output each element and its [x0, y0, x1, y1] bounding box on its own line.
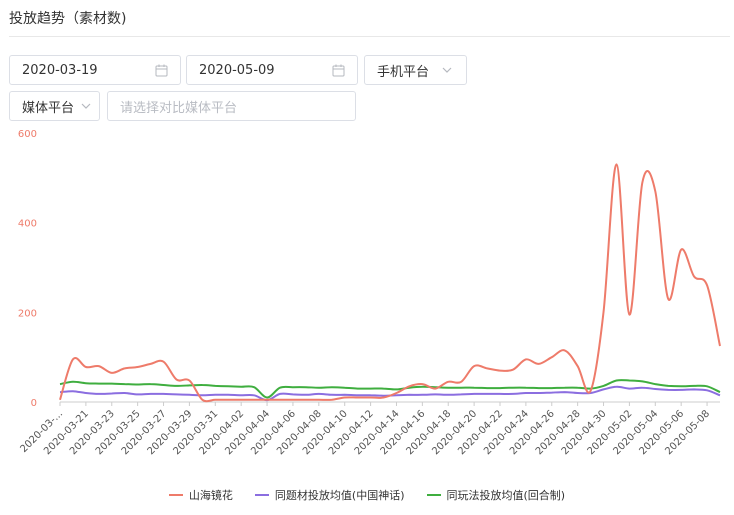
y-tick-label: 0 [31, 398, 37, 409]
legend-label: 山海镜花 [188, 489, 233, 502]
legend-item-series-0[interactable]: 山海镜花 [168, 486, 233, 504]
chevron-down-icon[interactable] [440, 63, 454, 77]
compare-media-select[interactable]: 请选择对比媒体平台 [107, 91, 356, 121]
legend-swatch [426, 494, 441, 496]
series-line-2 [59, 379, 721, 399]
legend-swatch [168, 494, 183, 496]
end-date-picker[interactable]: 2020-05-09 [186, 55, 358, 85]
y-tick-label: 200 [18, 308, 37, 319]
y-tick-label: 600 [18, 129, 37, 140]
legend-item-series-2[interactable]: 同玩法投放均值(回合制) [426, 486, 566, 504]
calendar-icon[interactable] [331, 63, 345, 77]
y-tick-label: 400 [18, 219, 37, 230]
legend-item-series-1[interactable]: 同题材投放均值(中国神话) [254, 486, 405, 504]
media-platform-value: 媒体平台 [22, 100, 75, 116]
compare-media-placeholder: 请选择对比媒体平台 [120, 100, 238, 116]
page-title: 投放趋势（素材数) [9, 11, 127, 27]
chevron-down-icon[interactable] [79, 99, 93, 113]
legend-label: 同题材投放均值(中国神话) [274, 489, 405, 502]
end-date-value: 2020-05-09 [199, 62, 275, 78]
platform-value: 手机平台 [377, 64, 430, 80]
chart-legend: 山海镜花 同题材投放均值(中国神话) 同玩法投放均值(回合制) [0, 486, 734, 504]
calendar-icon[interactable] [154, 63, 168, 77]
series-line-0 [59, 163, 721, 403]
start-date-picker[interactable]: 2020-03-19 [9, 55, 181, 85]
start-date-value: 2020-03-19 [22, 62, 98, 78]
platform-select[interactable]: 手机平台 [364, 55, 467, 85]
legend-swatch [254, 494, 269, 496]
legend-label: 同玩法投放均值(回合制) [446, 489, 566, 502]
media-platform-select[interactable]: 媒体平台 [9, 91, 100, 121]
header-divider [9, 36, 730, 37]
